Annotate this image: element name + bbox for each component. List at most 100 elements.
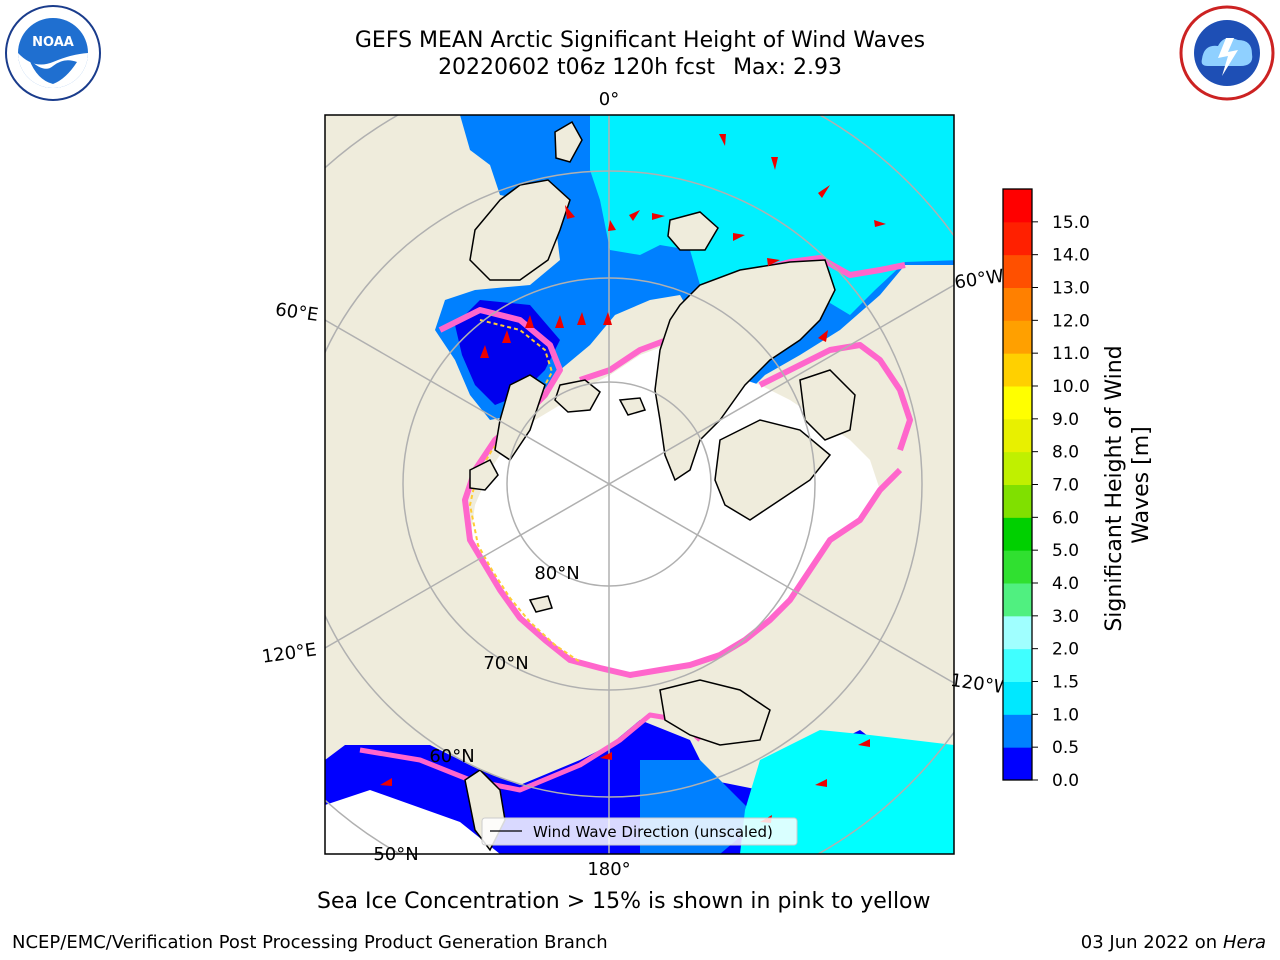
colorbar-swatch [1003, 747, 1032, 781]
wave-direction-arrow [818, 330, 828, 342]
colorbar-tick-label: 14.0 [1052, 246, 1090, 266]
novaya-zemlya [494, 374, 546, 462]
lat-label-50: 50°N [373, 844, 418, 865]
colorbar-swatch [1003, 615, 1032, 650]
noaa-wordmark: NOAA [32, 35, 74, 50]
wave-direction-arrow [555, 315, 564, 328]
noaa-logo: NOAA [5, 5, 101, 101]
franz-josef-land [618, 397, 647, 416]
wave-direction-arrow [380, 778, 392, 786]
wave-direction-arrow [480, 345, 489, 358]
wrangel-island [528, 595, 553, 613]
chart-subtitle: 20220602 t06z 120h fcst Max: 2.93 [0, 54, 1280, 81]
colorbar-swatch [1003, 451, 1032, 485]
wave-direction-arrow [719, 134, 726, 146]
colorbar-swatch [1003, 287, 1032, 321]
colorbar-tick-label: 0.0 [1052, 771, 1079, 791]
graticule [325, 115, 954, 854]
colorbar-swatch [1003, 681, 1032, 715]
wave-direction-arrow [629, 210, 640, 221]
colorbar-tick-label: 3.0 [1052, 607, 1079, 627]
lon-label-60e: 60°E [274, 299, 320, 326]
sea-ice-note: Sea Ice Concentration > 15% is shown in … [317, 889, 931, 914]
wave-direction-arrow [525, 315, 534, 328]
colorbar-tick-label: 11.0 [1052, 344, 1090, 364]
colorbar-tick-label: 2.0 [1052, 640, 1079, 660]
colorbar-tick-label: 15.0 [1052, 213, 1090, 233]
wind-wave-arrows [380, 134, 886, 823]
wave-direction-arrow [603, 312, 612, 325]
colorbar-tick-label: 7.0 [1052, 476, 1079, 496]
wave-direction-arrow [771, 157, 778, 170]
colorbar-tick-label: 4.0 [1052, 574, 1079, 594]
colorbar-swatch [1003, 353, 1032, 387]
colorbar-tick-label: 5.0 [1052, 541, 1079, 561]
wave-direction-arrow [767, 258, 780, 266]
colorbar-swatch [1003, 320, 1032, 354]
scandinavia [469, 179, 571, 281]
alaska [659, 679, 771, 746]
colorbar-tick-label: 9.0 [1052, 410, 1079, 430]
wave-direction-arrow [733, 233, 745, 241]
canadian-archipelago [714, 419, 832, 521]
lon-label-120e: 120°E [261, 639, 318, 667]
colorbar-tick-label: 1.0 [1052, 705, 1079, 725]
colorbar-swatch [1003, 714, 1032, 748]
north-pacific-open-ocean [325, 790, 500, 854]
lat-label-60: 60°N [429, 746, 474, 767]
chart-title: GEFS MEAN Arctic Significant Height of W… [354, 28, 926, 53]
colorbar: 0.0 0.5 1.0 1.5 2.0 3.0 4.0 5.0 6.0 7.0 8.0 9.0 10.0… [1002, 188, 1090, 791]
svalbard [554, 379, 601, 413]
hudson-ice-edge [758, 342, 913, 451]
map-frame [324, 114, 955, 855]
severnaya-zemlya [469, 459, 499, 491]
greenland [654, 259, 836, 482]
colorbar-tick-label: 12.0 [1052, 311, 1090, 331]
colorbar-swatch [1003, 221, 1032, 256]
generation-date: 03 Jun 2022 on Hera [1081, 932, 1266, 953]
wave-direction-arrow [858, 739, 870, 747]
colorbar-swatch [1003, 517, 1032, 551]
wave-direction-arrow [600, 752, 612, 760]
atlantic-high-wave-zone [590, 115, 954, 315]
nws-logo [1179, 5, 1275, 101]
iceland [667, 211, 719, 251]
lon-label-180: 180° [587, 859, 630, 880]
generation-date-text: 03 Jun 2022 on [1080, 932, 1218, 953]
colorbar-swatch [1003, 189, 1032, 223]
lat-label-70: 70°N [483, 653, 528, 674]
wave-direction-arrow [565, 205, 575, 219]
wave-direction-arrow [874, 220, 886, 227]
colorbar-tick-label: 6.0 [1052, 508, 1079, 528]
colorbar-swatch [1003, 583, 1032, 617]
wave-direction-arrow [818, 185, 830, 198]
colorbar-swatch [1003, 484, 1032, 518]
colorbar-swatch [1003, 254, 1032, 288]
host-name: Hera [1222, 932, 1266, 953]
map-legend: Wind Wave Direction (unscaled) [481, 817, 798, 846]
wave-direction-arrow [577, 312, 586, 325]
colorbar-label-line2: Waves [m] [1129, 426, 1154, 543]
coastlines [464, 120, 856, 852]
colorbar-swatch [1003, 648, 1032, 682]
meridian-120e-60w [325, 284, 954, 649]
wave-direction-arrow [652, 213, 665, 220]
wave-direction-arrow [608, 220, 616, 231]
colorbar-swatch [1003, 386, 1032, 420]
colorbar-tick-label: 0.5 [1052, 738, 1079, 758]
lat-label-80: 80°N [534, 563, 579, 584]
lon-label-60w: 60°W [953, 266, 1005, 294]
colorbar-swatch [1003, 550, 1032, 584]
colorbar-tick-label: 1.5 [1052, 673, 1079, 693]
meridian-60e-120w [325, 319, 954, 684]
max-value-label: Max: 2.93 [733, 55, 842, 80]
colorbar-label: Significant Height of Wind Waves [m] [1102, 338, 1154, 631]
run-date-label: 20220602 t06z 120h fcst [438, 55, 716, 80]
colorbar-tick-label: 10.0 [1052, 377, 1090, 397]
credit-text: NCEP/EMC/Verification Post Processing Pr… [12, 932, 608, 953]
lon-label-0: 0° [599, 89, 619, 110]
colorbar-swatch [1003, 418, 1032, 453]
colorbar-label-line1: Significant Height of Wind [1102, 345, 1127, 631]
legend-label: Wind Wave Direction (unscaled) [533, 823, 773, 841]
